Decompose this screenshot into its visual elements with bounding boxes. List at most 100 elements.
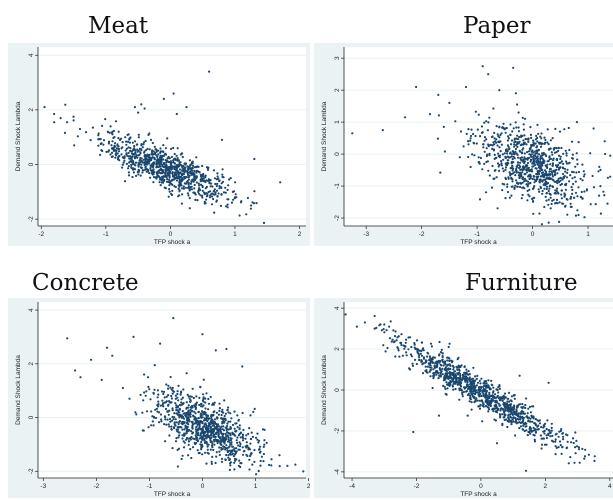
scatter-point	[169, 162, 172, 165]
scatter-point	[599, 168, 602, 171]
scatter-point	[167, 413, 170, 416]
scatter-point	[205, 462, 208, 465]
scatter-point	[244, 437, 247, 440]
scatter-point	[509, 156, 512, 159]
scatter-point	[537, 164, 541, 167]
scatter-point	[546, 419, 549, 422]
x-tick-label: -4	[349, 483, 355, 490]
scatter-point	[181, 396, 184, 399]
scatter-point	[192, 437, 195, 440]
scatter-point	[187, 183, 190, 186]
scatter-point	[514, 411, 517, 414]
scatter-point	[222, 436, 225, 439]
scatter-point	[445, 381, 448, 384]
scatter-point	[171, 415, 174, 419]
scatter-point	[507, 137, 510, 140]
scatter-point	[515, 152, 518, 155]
scatter-point	[240, 462, 243, 465]
scatter-point	[131, 160, 134, 163]
scatter-point	[574, 452, 577, 455]
scatter-point	[531, 165, 534, 168]
scatter-point	[176, 171, 179, 174]
scatter-point	[123, 180, 127, 183]
scatter-point	[523, 142, 526, 145]
scatter-point	[194, 198, 197, 201]
scatter-point	[126, 140, 130, 143]
scatter-point	[498, 136, 501, 139]
scatter-point	[174, 402, 177, 405]
scatter-point	[484, 399, 487, 402]
scatter-point	[525, 171, 529, 174]
scatter-point	[438, 361, 441, 364]
scatter-point	[437, 414, 441, 417]
scatter-point	[132, 168, 135, 171]
scatter-point	[437, 114, 440, 117]
scatter-point	[448, 101, 451, 104]
scatter-point	[147, 160, 150, 163]
scatter-point	[398, 355, 401, 358]
scatter-point	[209, 425, 213, 429]
scatter-point	[498, 413, 501, 416]
scatter-point	[566, 168, 569, 171]
scatter-point	[204, 187, 207, 190]
scatter-point	[536, 428, 539, 431]
scatter-point	[529, 146, 532, 149]
scatter-point	[501, 167, 504, 170]
scatter-point	[158, 421, 161, 424]
scatter-point	[560, 189, 563, 192]
scatter-point	[464, 386, 467, 389]
scatter-point	[192, 423, 195, 426]
scatter-point	[570, 441, 573, 444]
scatter-point	[225, 435, 228, 438]
scatter-point	[549, 207, 552, 210]
scatter-point	[530, 168, 533, 171]
scatter-point	[143, 163, 146, 166]
scatter-point	[198, 423, 201, 426]
scatter-point	[163, 396, 166, 399]
scatter-point	[132, 171, 135, 174]
scatter-point	[201, 422, 204, 425]
scatter-point	[216, 416, 219, 419]
scatter-point	[189, 182, 192, 185]
scatter-point	[441, 373, 444, 376]
scatter-point	[190, 180, 193, 183]
scatter-point	[127, 165, 130, 168]
scatter-point	[249, 414, 252, 417]
scatter-point	[165, 400, 168, 403]
scatter-point	[251, 463, 254, 466]
scatter-point	[176, 396, 179, 399]
scatter-point	[152, 169, 155, 172]
scatter-point	[520, 152, 524, 155]
scatter-point	[482, 402, 485, 405]
scatter-point	[166, 418, 169, 421]
scatter-point	[442, 364, 445, 367]
scatter-point	[137, 149, 140, 152]
scatter-point	[206, 445, 209, 448]
scatter-point	[170, 428, 173, 431]
scatter-point	[127, 167, 130, 170]
scatter-point	[233, 457, 237, 460]
scatter-point	[519, 172, 522, 175]
scatter-point	[109, 125, 112, 128]
scatter-point	[211, 429, 214, 433]
scatter-point	[158, 171, 161, 174]
scatter-point	[245, 434, 248, 437]
scatter-point	[495, 442, 499, 445]
scatter-point	[211, 455, 214, 458]
scatter-point	[469, 398, 472, 401]
scatter-point	[222, 191, 226, 194]
scatter-point	[576, 158, 579, 161]
scatter-point	[438, 340, 441, 344]
scatter-point	[229, 420, 232, 423]
scatter-point	[469, 381, 472, 384]
scatter-point	[519, 185, 522, 189]
scatter-point	[204, 422, 207, 425]
scatter-point	[475, 384, 478, 387]
scatter-point	[197, 182, 200, 185]
scatter-point	[186, 165, 189, 168]
scatter-point	[422, 347, 425, 350]
scatter-point	[382, 344, 385, 347]
scatter-point	[458, 398, 461, 401]
scatter-point	[581, 447, 584, 450]
scatter-point	[522, 128, 525, 131]
